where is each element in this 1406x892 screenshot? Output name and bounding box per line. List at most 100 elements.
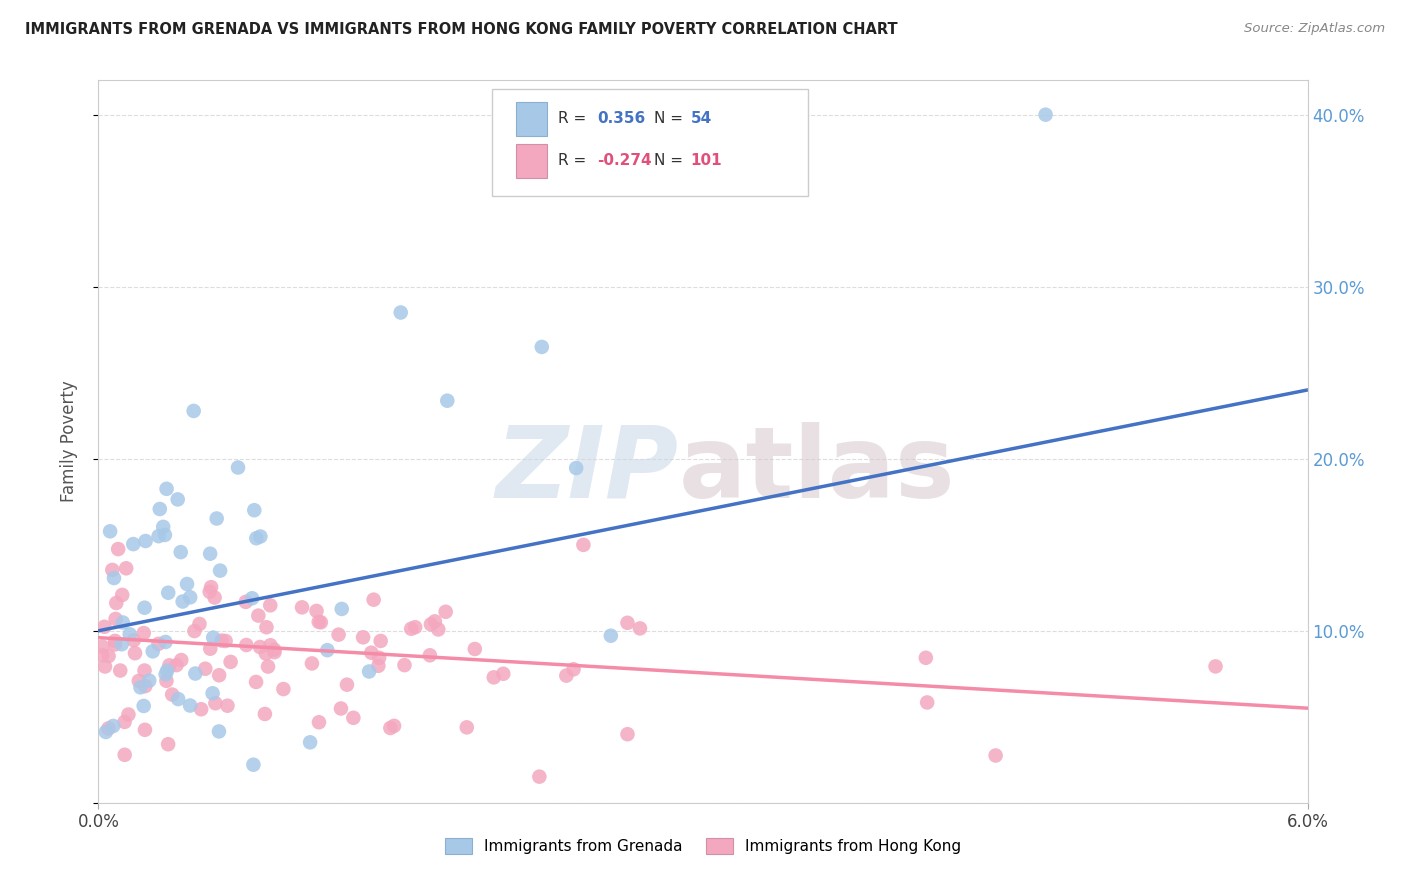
Point [103, 571, 125, 585]
Point [249, 529, 271, 543]
Point [103, 719, 125, 733]
Point [530, 340, 553, 354]
Point [434, 605, 457, 619]
Point [176, 577, 198, 591]
Text: 0.356: 0.356 [598, 112, 645, 126]
Point [305, 604, 328, 618]
Point [370, 634, 392, 648]
Point [200, 580, 222, 594]
Point [242, 757, 264, 772]
Point [214, 634, 236, 648]
Point [328, 627, 350, 641]
Point [134, 600, 156, 615]
Point [124, 646, 146, 660]
Point [423, 615, 446, 629]
Point [167, 692, 190, 706]
Point [157, 658, 180, 673]
Point [166, 658, 188, 673]
Point [336, 678, 359, 692]
Point [211, 633, 233, 648]
Point [394, 658, 416, 673]
Point [200, 641, 222, 656]
Legend: Immigrants from Grenada, Immigrants from Hong Kong: Immigrants from Grenada, Immigrants from… [439, 832, 967, 860]
Point [419, 648, 441, 663]
Point [555, 668, 578, 682]
Point [98, 524, 121, 539]
Point [170, 545, 193, 559]
Point [492, 666, 515, 681]
Point [257, 659, 280, 673]
Point [160, 688, 183, 702]
Point [132, 626, 155, 640]
Point [205, 511, 228, 525]
Point [1205, 659, 1227, 673]
Point [138, 673, 160, 688]
Point [330, 602, 353, 616]
Point [1035, 108, 1057, 122]
Point [202, 631, 225, 645]
Point [308, 715, 330, 730]
Point [135, 534, 157, 549]
Point [316, 643, 339, 657]
Point [204, 696, 226, 710]
Point [194, 662, 217, 676]
Point [482, 670, 505, 684]
Point [201, 686, 224, 700]
Point [184, 666, 207, 681]
Point [204, 591, 226, 605]
Point [105, 596, 128, 610]
Point [427, 623, 450, 637]
Point [253, 706, 276, 721]
Point [172, 594, 194, 608]
Point [94, 659, 117, 673]
Point [115, 561, 138, 575]
Point [97, 648, 120, 663]
Point [111, 615, 134, 630]
Point [464, 642, 486, 657]
Point [367, 658, 389, 673]
Point [299, 735, 322, 749]
Text: atlas: atlas [679, 422, 956, 519]
Point [254, 647, 277, 661]
Point [256, 620, 278, 634]
Text: IMMIGRANTS FROM GRENADA VS IMMIGRANTS FROM HONG KONG FAMILY POVERTY CORRELATION : IMMIGRANTS FROM GRENADA VS IMMIGRANTS FR… [25, 22, 898, 37]
Point [419, 617, 441, 632]
Point [104, 637, 127, 651]
Point [134, 664, 156, 678]
Point [114, 747, 136, 762]
Text: -0.274: -0.274 [598, 153, 652, 168]
Point [235, 638, 257, 652]
Point [117, 707, 139, 722]
Point [122, 633, 145, 648]
Point [91, 640, 114, 654]
Point [436, 393, 458, 408]
Point [399, 622, 422, 636]
Point [104, 634, 127, 648]
Point [915, 696, 938, 710]
Point [166, 492, 188, 507]
Point [107, 542, 129, 557]
Point [134, 723, 156, 737]
Point [240, 591, 263, 606]
Point [179, 698, 201, 713]
Text: 101: 101 [690, 153, 721, 168]
Point [360, 646, 382, 660]
Point [97, 722, 120, 736]
Point [179, 591, 201, 605]
Point [157, 586, 180, 600]
Point [329, 701, 352, 715]
Point [110, 664, 132, 678]
Point [572, 538, 595, 552]
Point [249, 640, 271, 654]
Point [155, 667, 177, 681]
Point [243, 503, 266, 517]
Point [155, 673, 177, 688]
Point [245, 531, 267, 545]
Point [984, 748, 1007, 763]
Point [104, 612, 127, 626]
Point [122, 537, 145, 551]
Text: N =: N = [654, 153, 688, 168]
Point [152, 520, 174, 534]
Point [156, 664, 179, 678]
Point [616, 615, 638, 630]
